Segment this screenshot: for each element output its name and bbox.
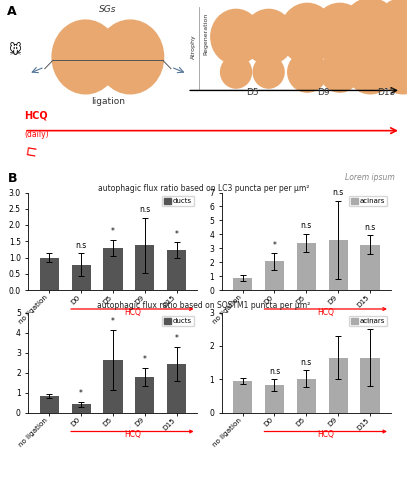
Text: Atrophy: Atrophy — [191, 34, 196, 59]
Ellipse shape — [243, 10, 294, 64]
Text: n.s: n.s — [364, 222, 376, 232]
Bar — [233, 381, 252, 412]
Bar — [361, 244, 380, 290]
Text: D15: D15 — [377, 88, 396, 98]
Bar — [297, 378, 316, 412]
Text: ⊏: ⊏ — [24, 144, 38, 160]
Text: *: * — [175, 230, 179, 239]
Text: HCQ: HCQ — [124, 430, 141, 440]
Text: *: * — [79, 389, 83, 398]
Ellipse shape — [288, 52, 327, 92]
Text: B: B — [8, 172, 18, 186]
Bar — [233, 278, 252, 290]
Ellipse shape — [97, 20, 164, 94]
Text: SGs: SGs — [99, 4, 116, 14]
Ellipse shape — [381, 50, 407, 94]
Bar — [135, 376, 154, 412]
Text: HCQ: HCQ — [24, 111, 48, 121]
Bar — [265, 262, 284, 290]
Text: (daily): (daily) — [24, 130, 49, 140]
Bar — [103, 360, 123, 412]
Ellipse shape — [313, 4, 367, 64]
Text: n.s: n.s — [269, 366, 280, 376]
Text: n.s: n.s — [333, 188, 344, 198]
Legend: ducts: ducts — [162, 316, 194, 326]
Text: 🐭: 🐭 — [8, 44, 21, 56]
Text: n.s: n.s — [139, 205, 151, 214]
Bar — [167, 250, 186, 290]
Text: D5: D5 — [246, 88, 259, 98]
Bar — [72, 264, 91, 290]
Bar — [167, 364, 186, 412]
Legend: ducts: ducts — [162, 196, 194, 206]
Ellipse shape — [52, 20, 119, 94]
Text: autophagic flux ratio based on SQSTM1 puncta per μm²: autophagic flux ratio based on SQSTM1 pu… — [97, 302, 310, 310]
Legend: acinars: acinars — [349, 196, 387, 206]
Bar — [39, 258, 59, 290]
Bar — [328, 240, 348, 290]
Bar — [361, 358, 380, 412]
Text: n.s: n.s — [75, 241, 87, 250]
Bar — [328, 358, 348, 412]
Text: *: * — [143, 355, 147, 364]
Ellipse shape — [253, 56, 284, 88]
Legend: acinars: acinars — [349, 316, 387, 326]
Text: *: * — [175, 334, 179, 343]
Text: n.s: n.s — [301, 221, 312, 230]
Ellipse shape — [348, 50, 393, 94]
Text: HCQ: HCQ — [317, 308, 334, 317]
Text: autophagic flux ratio based on LC3 puncta per per μm²: autophagic flux ratio based on LC3 punct… — [98, 184, 309, 193]
Text: HCQ: HCQ — [317, 430, 334, 440]
Ellipse shape — [280, 4, 335, 64]
Text: A: A — [7, 5, 17, 18]
Text: *: * — [272, 240, 276, 250]
Text: ligation: ligation — [91, 97, 125, 106]
Text: *: * — [111, 317, 115, 326]
Text: n.s: n.s — [364, 316, 376, 326]
Text: Lorem ipsum: Lorem ipsum — [345, 172, 395, 182]
Ellipse shape — [211, 10, 261, 64]
Bar — [39, 396, 59, 412]
Text: D9: D9 — [317, 88, 330, 98]
Bar — [135, 245, 154, 290]
Bar — [72, 404, 91, 412]
Bar — [265, 385, 284, 412]
Ellipse shape — [320, 52, 359, 92]
Bar — [297, 242, 316, 290]
Ellipse shape — [374, 0, 407, 62]
Text: HCQ: HCQ — [124, 308, 141, 317]
Bar — [103, 248, 123, 290]
Text: *: * — [111, 227, 115, 236]
Ellipse shape — [342, 0, 399, 62]
Text: Regeneration: Regeneration — [203, 12, 208, 54]
Text: n.s: n.s — [301, 358, 312, 366]
Ellipse shape — [221, 56, 252, 88]
